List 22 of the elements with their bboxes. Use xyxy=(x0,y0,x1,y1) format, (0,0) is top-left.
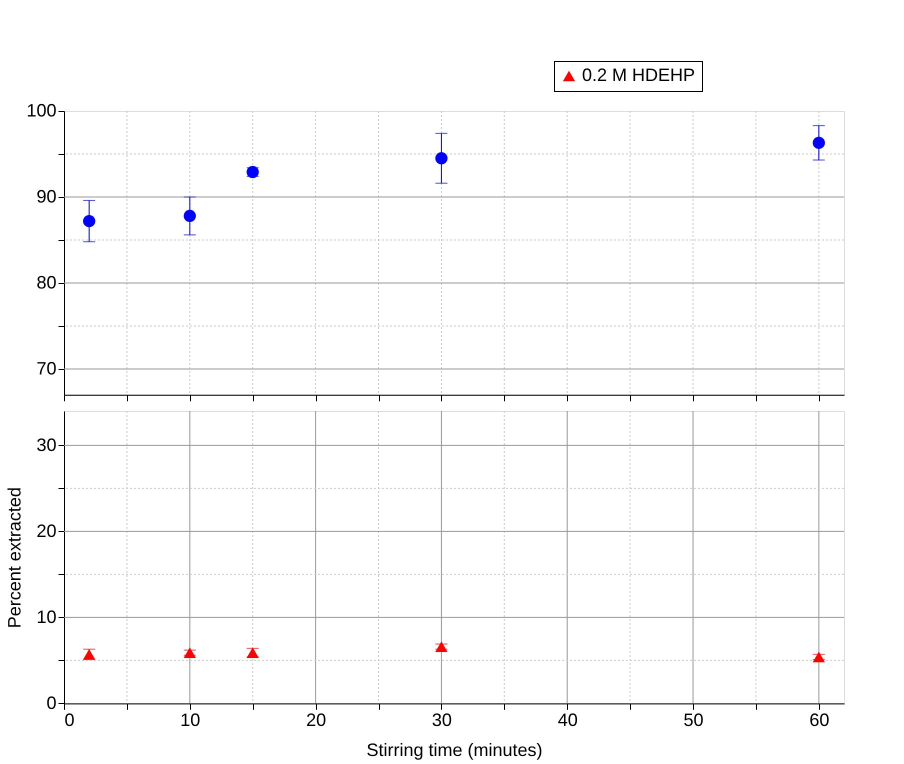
legend-label: 0.2 M HDEHP xyxy=(582,65,696,85)
y-tick-label: 90 xyxy=(36,186,56,206)
point xyxy=(184,210,196,222)
y-tick-label: 80 xyxy=(36,272,56,292)
y-tick-label: 100 xyxy=(26,100,56,120)
point xyxy=(812,136,825,149)
point xyxy=(83,214,96,228)
x-tick-label: 0 xyxy=(64,710,75,730)
y-tick-label: 0 xyxy=(46,692,56,713)
x-tick-label: 40 xyxy=(558,710,578,730)
y-axis-title: Percent extracted xyxy=(4,487,24,628)
x-tick-label: 30 xyxy=(432,710,452,730)
y-tick-label: 10 xyxy=(36,606,56,627)
y-tick-label: 30 xyxy=(36,434,56,455)
point xyxy=(435,152,448,164)
x-tick-label: 60 xyxy=(809,710,830,730)
y-tick-label: 20 xyxy=(36,520,56,541)
x-tick-label: 20 xyxy=(306,710,326,730)
x-tick-label: 50 xyxy=(684,710,704,730)
x-tick-label: 10 xyxy=(180,710,200,730)
y-tick-label: 70 xyxy=(36,358,56,378)
x-axis-title: Stirring time (minutes) xyxy=(366,740,543,760)
